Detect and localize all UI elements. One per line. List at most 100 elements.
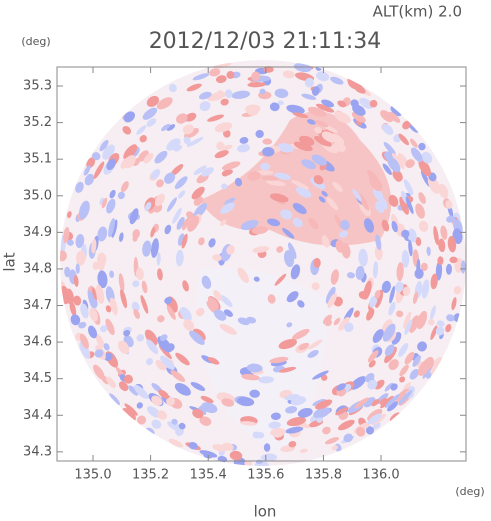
echo-speckle	[99, 140, 109, 152]
echo-speckle	[117, 340, 130, 354]
echo-speckle	[261, 176, 279, 181]
echo-speckle	[405, 159, 415, 168]
echo-speckle	[405, 196, 414, 215]
echo-speckle	[226, 71, 235, 79]
echo-speckle	[267, 294, 276, 304]
echo-speckle	[123, 329, 131, 337]
echo-speckle	[193, 203, 207, 219]
echo-speckle	[399, 196, 409, 215]
echo-speckle	[343, 433, 353, 443]
echo-speckle	[109, 189, 116, 199]
x-tick-label: 135.0	[74, 468, 111, 483]
echo-speckle	[239, 137, 249, 144]
echo-speckle	[297, 407, 313, 418]
echo-speckle	[404, 351, 415, 365]
x-tick-label: 135.8	[305, 468, 342, 483]
echo-speckle	[225, 89, 233, 99]
echo-speckle	[390, 383, 398, 391]
echo-speckle	[133, 309, 140, 319]
echo-speckle	[367, 413, 382, 425]
echo-speckle	[214, 150, 229, 159]
echo-speckle	[446, 215, 456, 223]
echo-speckle	[136, 402, 143, 409]
echo-speckle	[111, 219, 118, 238]
echo-speckle	[195, 307, 205, 317]
echo-speckle	[199, 416, 212, 426]
echo-speckle	[415, 237, 422, 247]
echo-speckle	[438, 238, 446, 253]
echo-speckle	[95, 334, 104, 348]
echo-speckle	[224, 169, 233, 176]
echo-speckle	[417, 341, 427, 352]
echo-speckle	[380, 395, 394, 409]
echo-speckle	[286, 291, 299, 303]
echo-speckle	[221, 161, 241, 171]
echo-speckle	[83, 165, 91, 176]
echo-speckle	[290, 396, 307, 406]
echo-speckle	[311, 154, 327, 166]
echo-speckle	[154, 193, 165, 207]
echo-speckle	[104, 352, 113, 361]
echo-speckle	[374, 290, 381, 299]
echo-speckle	[445, 200, 453, 209]
echo-speckle	[201, 402, 218, 414]
echo-speckle	[67, 211, 72, 219]
x-tick-label: 135.2	[132, 468, 169, 483]
echo-speckle	[154, 150, 168, 164]
echo-speckle	[285, 426, 304, 434]
echo-speckle	[382, 163, 392, 176]
echo-speckle	[252, 431, 261, 439]
echo-speckle	[445, 324, 452, 333]
echo-speckle	[207, 357, 220, 365]
echo-speckle	[251, 71, 261, 81]
echo-speckle	[189, 330, 205, 345]
echo-speckle	[399, 376, 406, 383]
echo-speckle	[183, 136, 191, 146]
echo-speckle	[221, 398, 235, 407]
echo-speckle	[246, 363, 263, 373]
echo-speckle	[383, 142, 396, 156]
echo-speckle	[156, 97, 173, 110]
echo-speckle	[312, 370, 329, 380]
echo-speckle	[316, 71, 330, 82]
echo-speckle	[322, 426, 331, 435]
y-tick-label: 34.6	[23, 335, 52, 350]
echo-speckle	[380, 110, 394, 123]
echo-speckle	[371, 399, 380, 407]
echo-speckle	[330, 76, 344, 85]
echo-speckle	[381, 219, 390, 232]
echo-speckle	[66, 239, 74, 246]
echo-speckle	[420, 170, 431, 187]
echo-speckle	[181, 233, 188, 249]
y-axis-label: lat	[1, 252, 19, 271]
echo-speckle	[186, 137, 204, 147]
echo-speckle	[435, 326, 445, 336]
echo-speckle	[414, 268, 424, 279]
x-tick-label: 135.4	[190, 468, 227, 483]
echo-speckle	[223, 309, 233, 317]
echo-speckle	[435, 261, 443, 281]
echo-speckle	[216, 141, 225, 151]
echo-speckle	[326, 196, 339, 211]
echo-speckle	[421, 279, 430, 299]
echo-speckle	[389, 285, 396, 304]
echo-speckle	[92, 152, 101, 161]
echo-speckle	[333, 317, 341, 326]
echo-speckle	[176, 216, 185, 230]
echo-speckle	[159, 334, 168, 342]
echo-speckle	[297, 300, 305, 308]
echo-speckle	[409, 315, 420, 333]
echo-speckle	[209, 68, 221, 77]
echo-speckle	[381, 280, 391, 294]
echo-speckle	[262, 138, 273, 145]
echo-speckle	[128, 385, 139, 396]
echo-speckle	[312, 86, 320, 96]
echo-speckle	[269, 102, 280, 112]
echo-speckle	[430, 325, 438, 340]
echo-speckle	[278, 339, 298, 350]
echo-speckle	[436, 320, 445, 327]
echo-speckle	[89, 307, 98, 322]
echo-speckle	[445, 263, 452, 275]
echo-speckle	[223, 129, 231, 138]
